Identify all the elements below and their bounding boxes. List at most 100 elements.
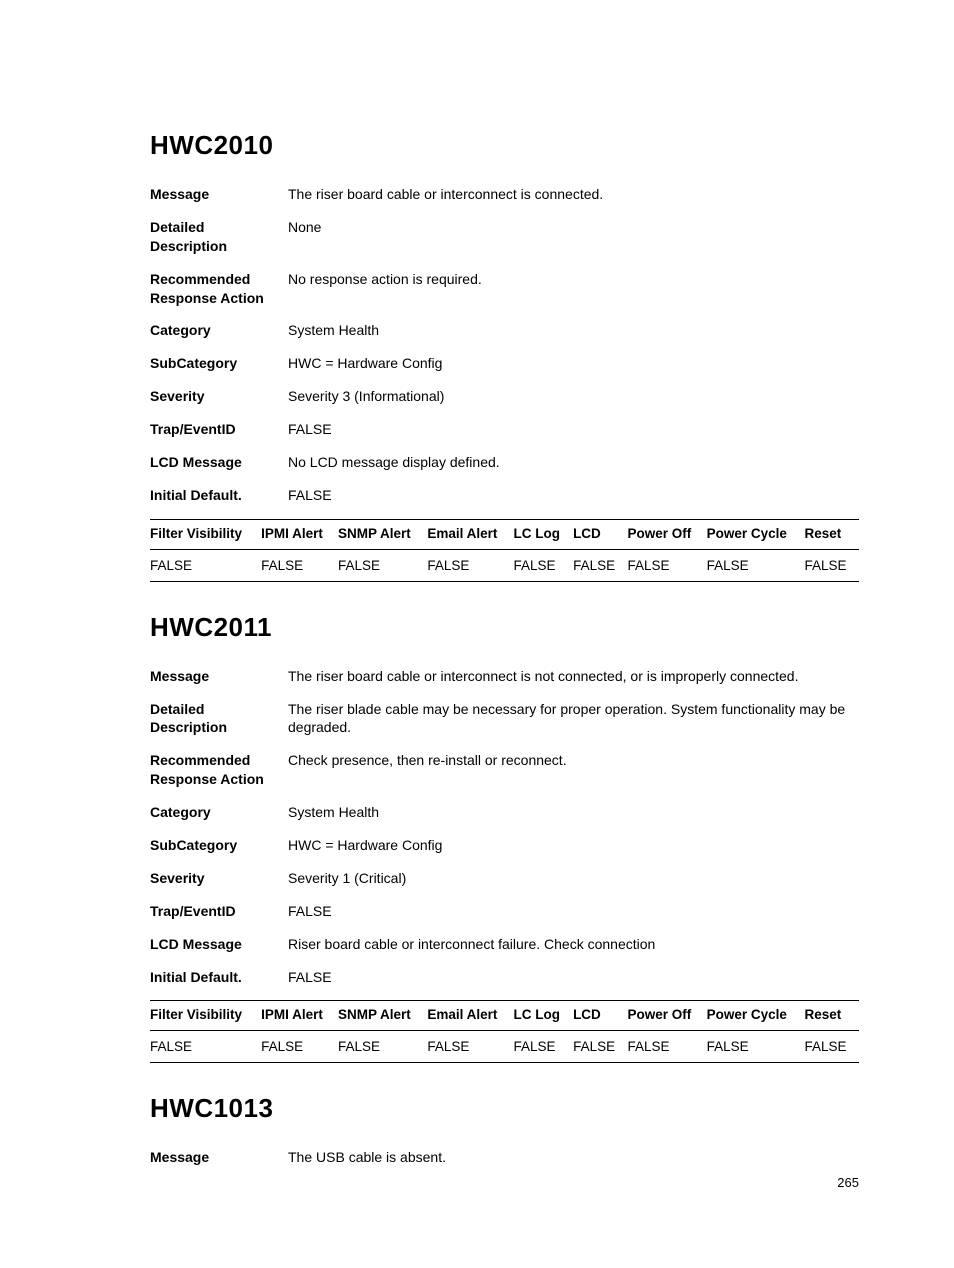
value-subcategory: HWC = Hardware Config [288,836,859,855]
label-subcategory: SubCategory [150,354,288,373]
section-heading: HWC2011 [150,612,859,643]
label-trap-event-id: Trap/EventID [150,420,288,439]
table-row: FALSE FALSE FALSE FALSE FALSE FALSE FALS… [150,549,859,581]
label-lcd-message: LCD Message [150,935,288,954]
col-filter-visibility: Filter Visibility [150,519,261,549]
value-subcategory: HWC = Hardware Config [288,354,859,373]
cell: FALSE [150,549,261,581]
label-severity: Severity [150,387,288,406]
field-subcategory: SubCategory HWC = Hardware Config [150,354,859,373]
field-lcd-message: LCD Message Riser board cable or interco… [150,935,859,954]
cell: FALSE [628,1031,707,1063]
col-reset: Reset [804,1001,859,1031]
cell: FALSE [514,549,574,581]
field-recommended-response-action: Recommended Response Action Check presen… [150,751,859,789]
col-filter-visibility: Filter Visibility [150,1001,261,1031]
cell: FALSE [261,1031,338,1063]
value-message: The USB cable is absent. [288,1148,859,1167]
cell: FALSE [338,549,427,581]
value-severity: Severity 3 (Informational) [288,387,859,406]
field-message: Message The riser board cable or interco… [150,185,859,204]
label-initial-default: Initial Default. [150,968,288,987]
cell: FALSE [338,1031,427,1063]
col-reset: Reset [804,519,859,549]
cell: FALSE [150,1031,261,1063]
value-trap-event-id: FALSE [288,902,859,921]
page-number: 265 [837,1175,859,1190]
col-lcd: LCD [573,519,627,549]
col-lc-log: LC Log [514,1001,574,1031]
label-trap-event-id: Trap/EventID [150,902,288,921]
field-message: Message The riser board cable or interco… [150,667,859,686]
value-detailed-description: None [288,218,859,256]
field-detailed-description: Detailed Description The riser blade cab… [150,700,859,738]
label-message: Message [150,667,288,686]
label-recommended-response-action: Recommended Response Action [150,270,288,308]
table-header-row: Filter Visibility IPMI Alert SNMP Alert … [150,519,859,549]
label-severity: Severity [150,869,288,888]
field-message: Message The USB cable is absent. [150,1148,859,1167]
value-initial-default: FALSE [288,968,859,987]
filter-table: Filter Visibility IPMI Alert SNMP Alert … [150,519,859,582]
cell: FALSE [261,549,338,581]
table-header-row: Filter Visibility IPMI Alert SNMP Alert … [150,1001,859,1031]
label-lcd-message: LCD Message [150,453,288,472]
value-severity: Severity 1 (Critical) [288,869,859,888]
col-snmp-alert: SNMP Alert [338,1001,427,1031]
field-severity: Severity Severity 3 (Informational) [150,387,859,406]
value-category: System Health [288,321,859,340]
value-lcd-message: Riser board cable or interconnect failur… [288,935,859,954]
col-lcd: LCD [573,1001,627,1031]
field-category: Category System Health [150,803,859,822]
label-message: Message [150,185,288,204]
col-email-alert: Email Alert [427,519,513,549]
field-initial-default: Initial Default. FALSE [150,968,859,987]
cell: FALSE [804,549,859,581]
label-initial-default: Initial Default. [150,486,288,505]
cell: FALSE [707,549,805,581]
col-lc-log: LC Log [514,519,574,549]
cell: FALSE [427,549,513,581]
value-lcd-message: No LCD message display defined. [288,453,859,472]
field-initial-default: Initial Default. FALSE [150,486,859,505]
cell: FALSE [573,549,627,581]
label-category: Category [150,803,288,822]
label-recommended-response-action: Recommended Response Action [150,751,288,789]
section-heading: HWC2010 [150,130,859,161]
field-trap-event-id: Trap/EventID FALSE [150,420,859,439]
cell: FALSE [804,1031,859,1063]
value-recommended-response-action: Check presence, then re-install or recon… [288,751,859,789]
field-subcategory: SubCategory HWC = Hardware Config [150,836,859,855]
page: HWC2010 Message The riser board cable or… [0,0,954,1268]
col-ipmi-alert: IPMI Alert [261,519,338,549]
value-message: The riser board cable or interconnect is… [288,185,859,204]
col-ipmi-alert: IPMI Alert [261,1001,338,1031]
cell: FALSE [514,1031,574,1063]
col-power-cycle: Power Cycle [707,519,805,549]
cell: FALSE [427,1031,513,1063]
filter-table: Filter Visibility IPMI Alert SNMP Alert … [150,1000,859,1063]
label-subcategory: SubCategory [150,836,288,855]
value-category: System Health [288,803,859,822]
value-recommended-response-action: No response action is required. [288,270,859,308]
field-recommended-response-action: Recommended Response Action No response … [150,270,859,308]
field-lcd-message: LCD Message No LCD message display defin… [150,453,859,472]
cell: FALSE [573,1031,627,1063]
col-snmp-alert: SNMP Alert [338,519,427,549]
col-email-alert: Email Alert [427,1001,513,1031]
value-detailed-description: The riser blade cable may be necessary f… [288,700,859,738]
field-category: Category System Health [150,321,859,340]
value-message: The riser board cable or interconnect is… [288,667,859,686]
label-message: Message [150,1148,288,1167]
cell: FALSE [628,549,707,581]
value-initial-default: FALSE [288,486,859,505]
field-detailed-description: Detailed Description None [150,218,859,256]
label-detailed-description: Detailed Description [150,218,288,256]
table-row: FALSE FALSE FALSE FALSE FALSE FALSE FALS… [150,1031,859,1063]
section-heading: HWC1013 [150,1093,859,1124]
field-trap-event-id: Trap/EventID FALSE [150,902,859,921]
label-category: Category [150,321,288,340]
col-power-cycle: Power Cycle [707,1001,805,1031]
value-trap-event-id: FALSE [288,420,859,439]
col-power-off: Power Off [628,519,707,549]
